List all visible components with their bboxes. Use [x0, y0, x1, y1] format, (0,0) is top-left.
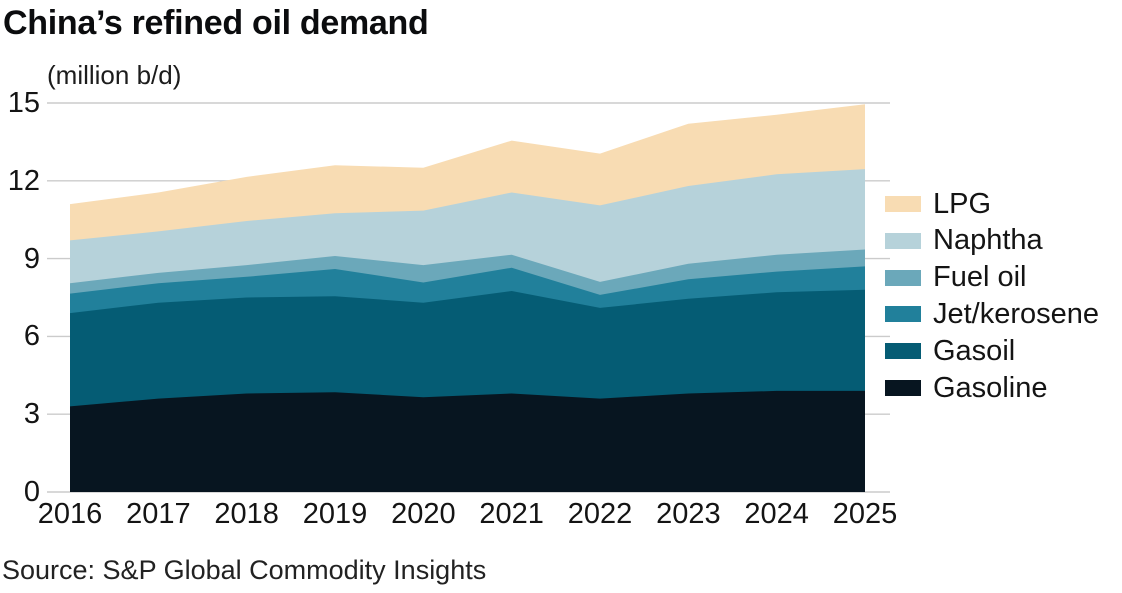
legend-label: Fuel oil — [933, 261, 1027, 294]
legend-item-naphtha: Naphtha — [885, 222, 1043, 259]
x-tick-label: 2025 — [832, 498, 898, 530]
legend-label: Gasoil — [933, 334, 1016, 367]
x-tick-label: 2021 — [479, 498, 544, 530]
x-tick-label: 2020 — [391, 498, 456, 530]
chart-title: China’s refined oil demand — [3, 4, 429, 42]
y-tick-label: 3 — [23, 398, 40, 431]
legend-swatch — [885, 306, 921, 323]
y-tick-label: 15 — [7, 87, 40, 119]
x-tick-label: 2023 — [656, 498, 721, 530]
y-tick-label: 12 — [7, 164, 40, 197]
legend-swatch — [885, 269, 921, 286]
legend-label: Jet/kerosene — [933, 297, 1100, 330]
legend-swatch — [885, 232, 921, 249]
y-tick-label: 9 — [23, 242, 40, 275]
legend-swatch — [885, 343, 921, 360]
area-series-gasoline — [70, 390, 865, 492]
x-tick-label: 2019 — [302, 498, 368, 530]
legend-swatch — [885, 380, 921, 396]
legend-label: Naphtha — [933, 224, 1043, 257]
legend-label: Gasoline — [933, 371, 1048, 404]
x-tick-label: 2024 — [744, 498, 809, 530]
legend-label: LPG — [933, 187, 992, 220]
y-tick-label: 0 — [23, 476, 40, 508]
x-tick-label: 2017 — [126, 498, 191, 530]
legend-item-lpg: LPG — [885, 186, 991, 223]
x-tick-label: 2016 — [37, 498, 103, 530]
legend-item-gasoline: Gasoline — [885, 370, 1047, 407]
y-axis-unit-label: (million b/d) — [47, 60, 182, 90]
x-tick-label: 2022 — [567, 498, 633, 530]
x-tick-label: 2018 — [214, 498, 279, 530]
legend-swatch — [885, 196, 921, 212]
y-tick-label: 6 — [23, 320, 40, 353]
source-attribution: Source: S&P Global Commodity Insights — [2, 555, 487, 585]
legend-item-fuel-oil: Fuel oil — [885, 259, 1027, 296]
legend-item-gasoil: Gasoil — [885, 333, 1015, 370]
legend-item-jet-kerosene: Jet/kerosene — [885, 296, 1099, 333]
